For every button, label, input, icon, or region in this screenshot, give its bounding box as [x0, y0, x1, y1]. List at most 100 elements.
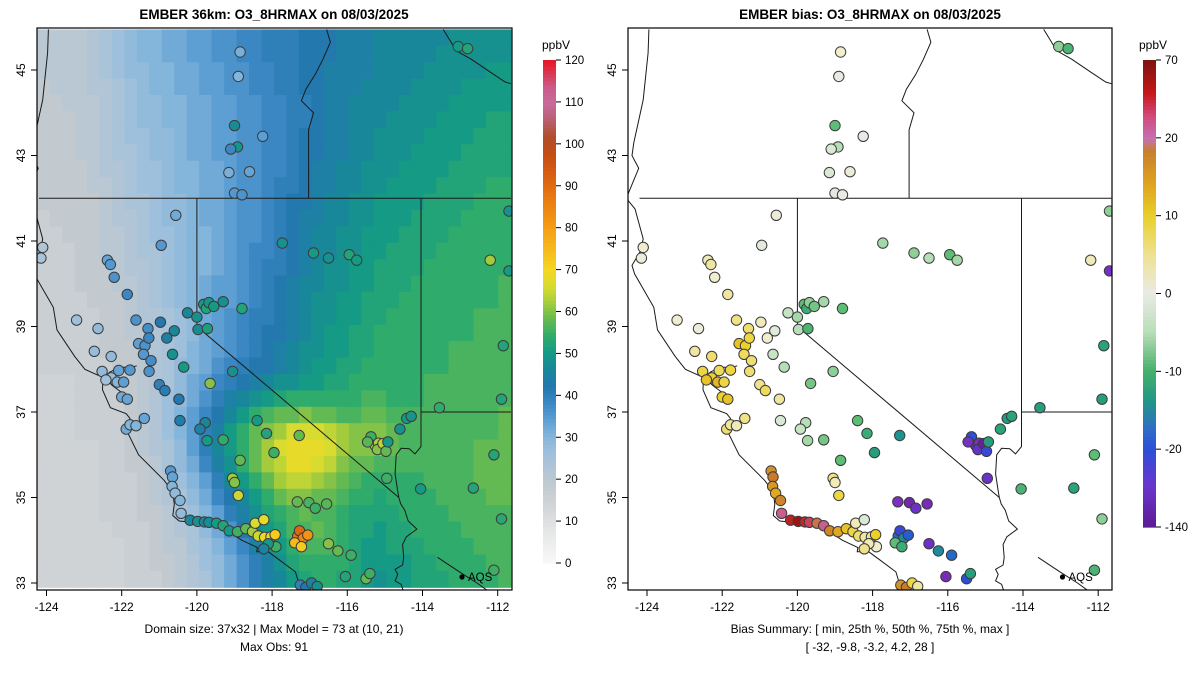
grid-cell — [436, 439, 450, 457]
grid-cell — [249, 308, 262, 326]
model-colorbar-segment — [543, 153, 556, 158]
grid-cell — [274, 406, 287, 424]
grid-cell — [373, 45, 387, 63]
bias-colorbar-segment — [1143, 493, 1156, 498]
grid-cell — [87, 78, 100, 96]
grid-cell — [411, 275, 425, 293]
grid-cell — [136, 29, 150, 47]
model-colorbar-segment — [543, 444, 556, 449]
grid-cell — [249, 226, 262, 244]
grid-cell — [298, 439, 312, 457]
bias-colorbar-segment — [1143, 323, 1156, 328]
station-dot — [745, 355, 758, 367]
grid-cell — [236, 423, 250, 441]
grid-cell — [211, 570, 225, 588]
grid-cell — [461, 144, 474, 162]
model-colorbar-segment — [543, 383, 556, 388]
grid-cell — [286, 144, 300, 162]
model-colorbar-segment — [543, 505, 556, 510]
grid-cell — [249, 78, 262, 96]
grid-cell — [361, 456, 375, 473]
grid-cell — [373, 374, 387, 391]
grid-cell — [124, 45, 138, 63]
bias-colorbar-segment — [1143, 143, 1156, 148]
station-dot — [302, 529, 314, 541]
grid-cell — [436, 78, 450, 96]
station-dot — [861, 427, 873, 440]
grid-cell — [74, 374, 88, 391]
bias-colorbar-segment — [1143, 76, 1156, 81]
bias-colorbar-segment — [1143, 86, 1156, 91]
grid-cell — [386, 357, 400, 375]
grid-cell — [411, 291, 425, 309]
grid-cell — [136, 45, 150, 63]
bias-colorbar-segment — [1143, 390, 1156, 395]
grid-cell — [99, 177, 113, 195]
bias-colorbar-segment — [1143, 440, 1156, 445]
grid-cell — [373, 177, 387, 195]
station-dot — [1103, 265, 1112, 277]
grid-cell — [498, 95, 512, 112]
grid-cell — [37, 406, 51, 424]
grid-cell — [261, 570, 275, 588]
bias-colorbar-segment — [1143, 153, 1156, 158]
grid-cell — [124, 242, 138, 260]
bias-colorbar-segment — [1143, 353, 1156, 358]
grid-cell — [124, 570, 138, 588]
station-dot — [692, 322, 705, 335]
grid-cell — [373, 226, 387, 244]
grid-cell — [161, 45, 175, 63]
bias-colorbar-segment — [1143, 356, 1156, 361]
station-dot — [1103, 205, 1112, 217]
grid-cell — [485, 144, 499, 162]
grid-cell — [336, 226, 350, 244]
grid-cell — [174, 374, 188, 391]
grid-cell — [186, 226, 200, 244]
grid-cell — [174, 521, 188, 539]
grid-cell — [398, 324, 412, 342]
grid-cell — [298, 308, 312, 326]
bias-colorbar-segment — [1143, 100, 1156, 104]
y-axis-tick-label: 41 — [605, 234, 619, 248]
bias-colorbar-segment — [1143, 233, 1156, 238]
model-colorbar-segment — [543, 473, 556, 478]
grid-cell — [411, 259, 425, 277]
grid-cell — [274, 374, 287, 391]
station-dot — [739, 412, 751, 425]
station-dot — [981, 472, 993, 484]
bias-colorbar-segment — [1143, 453, 1156, 458]
grid-cell — [149, 406, 163, 424]
grid-cell — [62, 242, 75, 260]
station-dot — [635, 252, 648, 264]
grid-cell — [124, 127, 138, 145]
grid-cell — [336, 554, 350, 572]
grid-cell — [485, 374, 499, 391]
grid-cell — [448, 357, 462, 375]
grid-cell — [87, 390, 100, 408]
grid-cell — [361, 78, 375, 96]
grid-cell — [485, 160, 499, 178]
station-dot — [226, 365, 239, 378]
grid-cell — [149, 226, 163, 244]
grid-cell — [224, 374, 238, 391]
grid-cell — [411, 78, 425, 96]
bias-colorbar-segment — [1143, 173, 1156, 178]
model-colorbar-segment — [543, 121, 556, 126]
grid-cell — [348, 472, 362, 490]
grid-cell — [74, 177, 88, 195]
grid-cell — [87, 538, 100, 555]
grid-cell — [111, 472, 125, 490]
grid-cell — [311, 45, 325, 63]
grid-cell — [236, 570, 250, 588]
station-dot — [251, 414, 263, 427]
bias-colorbar-segment — [1143, 156, 1156, 161]
grid-cell — [261, 275, 275, 293]
grid-cell — [211, 160, 225, 178]
grid-cell — [411, 538, 425, 555]
grid-cell — [149, 160, 163, 178]
grid-cell — [323, 456, 337, 473]
station-dot — [782, 307, 794, 319]
grid-cell — [136, 439, 150, 457]
grid-cell — [249, 144, 262, 162]
model-colorbar-segment — [543, 484, 556, 489]
